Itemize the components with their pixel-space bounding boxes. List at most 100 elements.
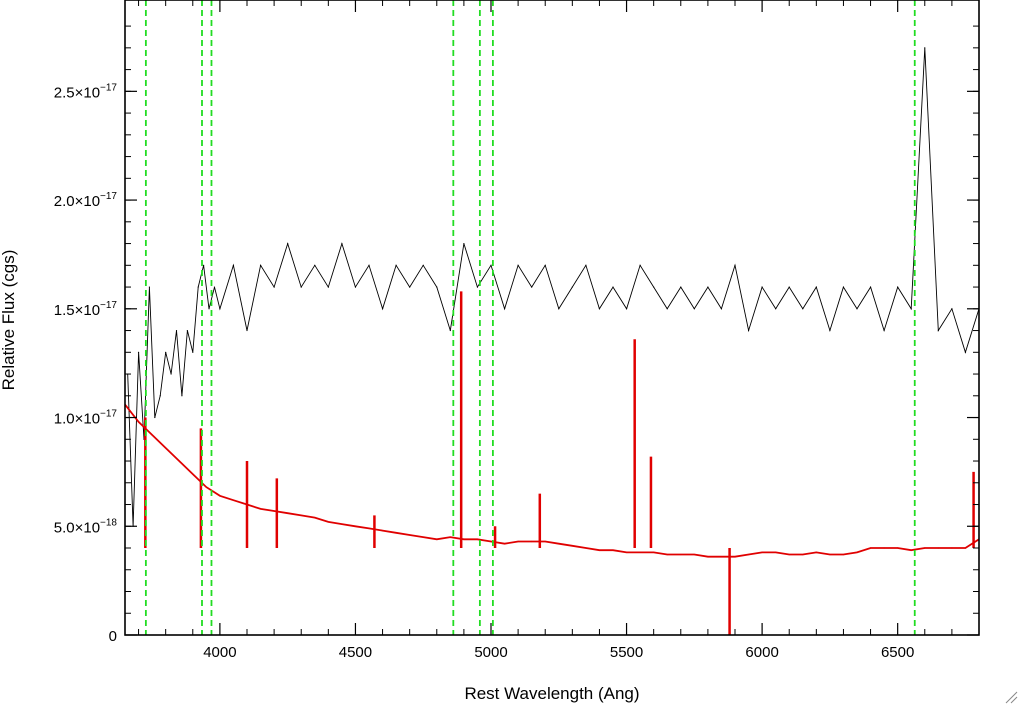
data-point-0-43 — [571, 286, 573, 288]
data-point-0-62 — [829, 329, 831, 332]
y-tick-label-3: 1.5×10−17 — [54, 300, 118, 319]
data-point-1-15 — [327, 521, 329, 523]
data-point-1-11 — [273, 510, 275, 512]
data-point-0-48 — [639, 264, 641, 266]
data-point-0-24 — [314, 264, 316, 266]
data-point-0-55 — [734, 264, 736, 266]
data-point-0-46 — [612, 286, 614, 288]
data-point-1-44 — [720, 556, 723, 558]
data-point-0-9 — [175, 329, 178, 332]
y-tick-label-4: 2.0×10−17 — [54, 191, 118, 210]
data-point-0-47 — [625, 308, 628, 310]
data-point-0-12 — [192, 351, 194, 353]
data-point-0-59 — [788, 286, 790, 288]
data-point-1-12 — [287, 512, 289, 514]
data-point-1-50 — [802, 553, 804, 556]
y-tick-label-1: 5.0×10−18 — [54, 517, 118, 536]
data-point-0-19 — [246, 329, 248, 332]
plot-frame — [124, 0, 980, 636]
data-point-1-24 — [449, 536, 451, 538]
plot-area — [125, 0, 979, 635]
data-point-0-35 — [463, 242, 465, 245]
data-point-1-55 — [869, 547, 872, 549]
data-point-1-29 — [517, 540, 519, 543]
data-point-0-16 — [213, 286, 216, 288]
axes-frame — [124, 0, 980, 636]
data-point-0-31 — [409, 286, 411, 288]
data-point-0-57 — [761, 286, 763, 288]
data-point-0-15 — [208, 308, 210, 310]
x-tick-label-4: 6000 — [745, 644, 778, 661]
y-axis-title: Relative Flux (cgs) — [0, 250, 18, 391]
data-point-0-17 — [219, 308, 221, 310]
data-point-0-33 — [436, 286, 438, 288]
data-point-0-42 — [558, 308, 560, 310]
data-point-1-56 — [883, 547, 885, 549]
data-point-1-4 — [178, 460, 180, 462]
data-point-0-37 — [490, 264, 492, 266]
y-tick-exponent: −18 — [100, 517, 117, 528]
data-point-0-54 — [720, 308, 723, 310]
data-point-0-28 — [368, 264, 370, 266]
data-point-0-11 — [186, 329, 188, 332]
data-point-0-72 — [964, 351, 967, 353]
data-point-1-57 — [897, 547, 899, 549]
data-point-1-16 — [341, 523, 343, 525]
data-point-1-54 — [856, 551, 858, 553]
data-point-1-46 — [747, 553, 750, 556]
data-point-0-64 — [856, 308, 858, 310]
data-point-1-62 — [964, 547, 967, 549]
resize-grip-icon[interactable] — [1004, 690, 1018, 704]
data-point-1-17 — [354, 525, 357, 527]
data-point-0-45 — [598, 308, 601, 310]
x-axis-title: Rest Wavelength (Ang) — [464, 684, 639, 703]
data-point-0-63 — [842, 286, 845, 288]
data-point-1-53 — [842, 553, 845, 556]
data-point-1-59 — [924, 547, 926, 549]
x-tick-label-3: 5500 — [610, 644, 643, 661]
data-point-0-5 — [154, 416, 156, 419]
data-point-1-49 — [788, 553, 790, 556]
data-point-0-56 — [747, 329, 750, 332]
data-point-0-29 — [381, 308, 384, 310]
data-point-0-69 — [924, 47, 926, 49]
data-point-0-51 — [680, 286, 682, 288]
data-point-0-20 — [259, 264, 262, 266]
data-point-1-42 — [693, 553, 695, 556]
data-point-1-2 — [151, 434, 153, 436]
data-point-1-27 — [490, 540, 492, 543]
data-point-0-2 — [137, 351, 140, 353]
data-point-0-44 — [585, 264, 587, 266]
data-point-0-32 — [422, 264, 424, 266]
data-point-1-8 — [232, 499, 235, 501]
data-point-1-18 — [368, 527, 370, 530]
y-tick-label-2: 1.0×10−17 — [54, 409, 118, 428]
data-point-0-10 — [181, 395, 183, 397]
data-point-1-20 — [395, 532, 397, 534]
data-point-0-13 — [197, 286, 199, 288]
data-point-0-6 — [159, 395, 161, 397]
data-point-1-35 — [598, 549, 601, 551]
data-point-0-18 — [232, 264, 235, 266]
data-point-0-49 — [653, 286, 655, 288]
data-point-0-21 — [273, 286, 275, 288]
y-tick-exponent: −17 — [100, 300, 117, 311]
data-point-1-33 — [571, 545, 573, 547]
data-point-0-65 — [869, 286, 872, 288]
data-point-0-66 — [883, 329, 885, 332]
data-point-0-30 — [395, 264, 397, 266]
data-point-0-41 — [544, 264, 546, 266]
data-point-0-34 — [449, 329, 451, 332]
data-point-1-3 — [165, 447, 167, 449]
data-point-1-1 — [137, 421, 140, 423]
y-tick-label-0: 0 — [109, 628, 117, 645]
data-point-0-22 — [287, 242, 289, 245]
data-point-1-30 — [531, 540, 533, 543]
series-line-0 — [127, 47, 979, 527]
data-point-1-38 — [639, 551, 641, 553]
data-point-1-19 — [381, 530, 384, 532]
data-point-1-58 — [910, 549, 912, 551]
data-point-1-48 — [775, 551, 777, 553]
data-point-1-34 — [585, 547, 587, 549]
